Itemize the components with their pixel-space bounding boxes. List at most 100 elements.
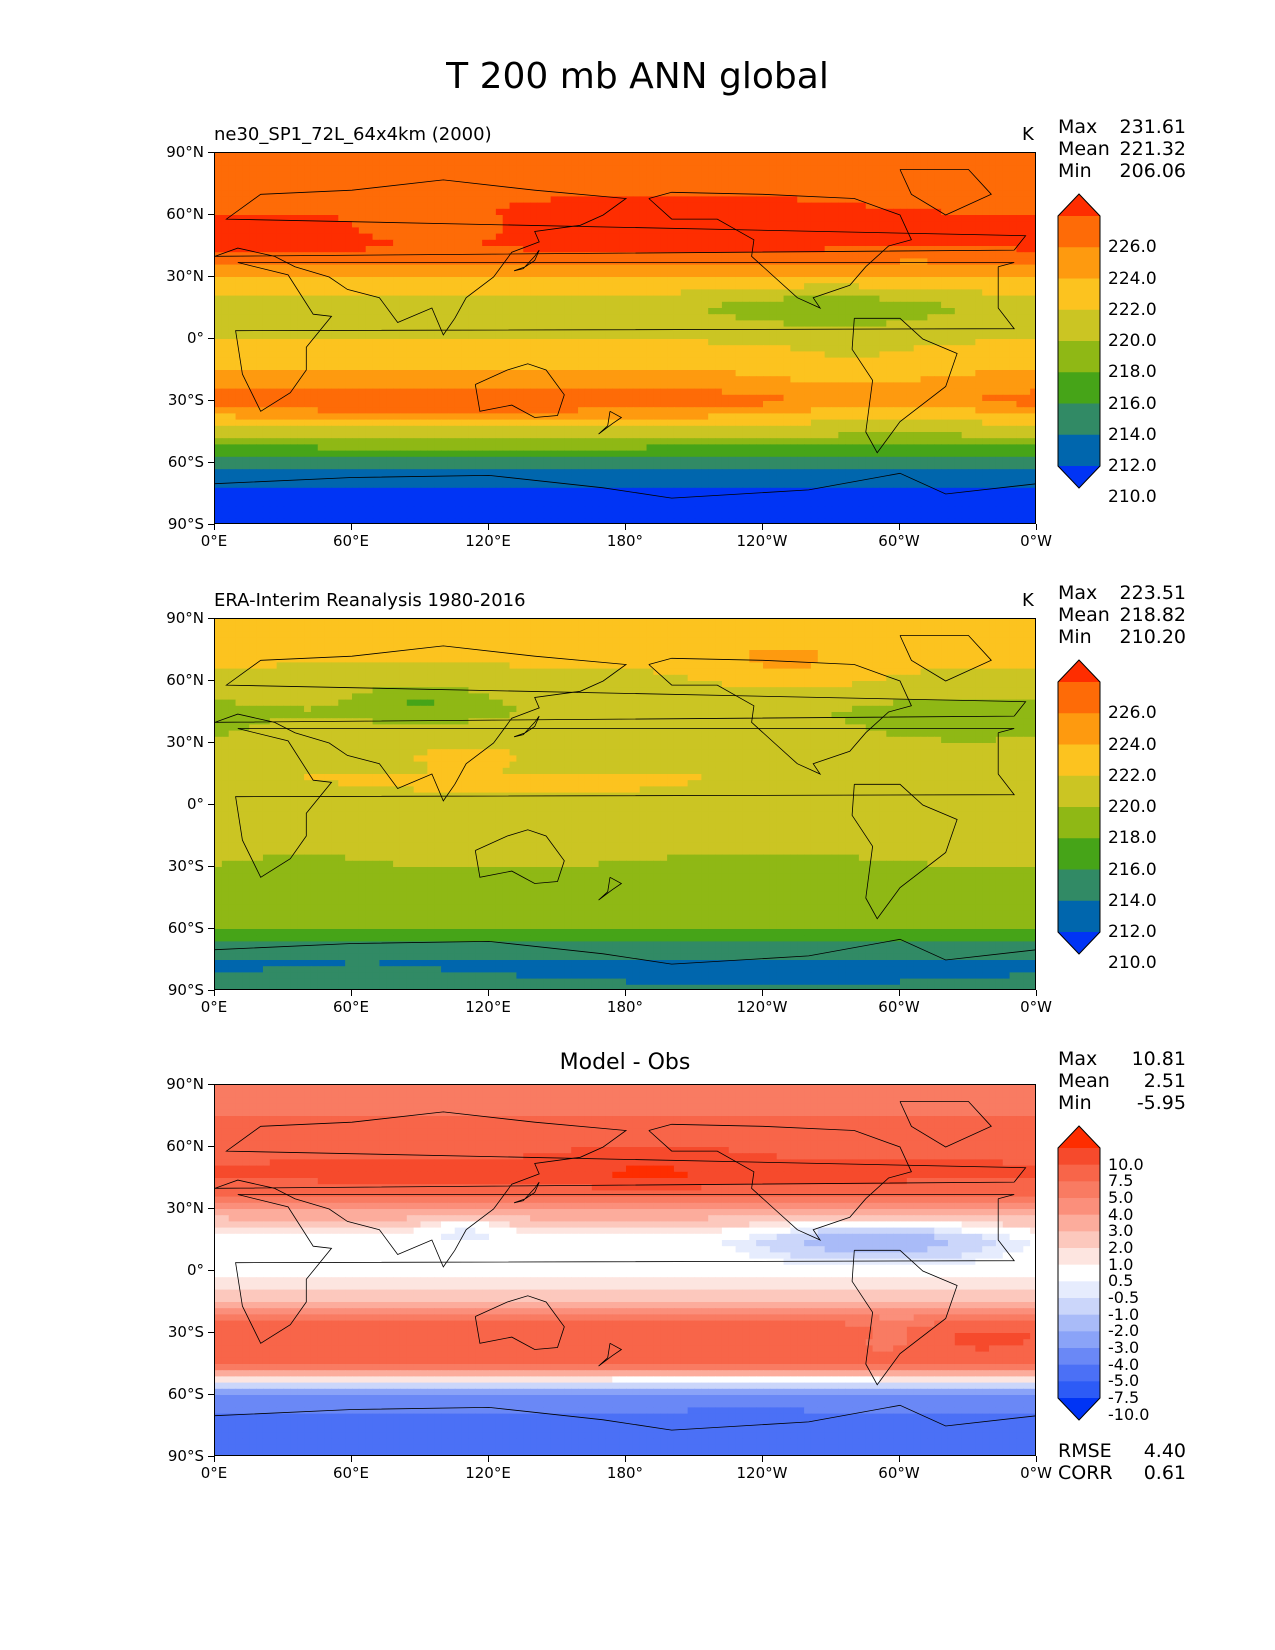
field-cell	[578, 227, 586, 235]
field-cell	[358, 270, 367, 278]
field-cell	[1016, 345, 1024, 352]
field-cell	[578, 264, 586, 272]
field-cell	[1009, 153, 1018, 160]
field-cell	[632, 171, 641, 179]
field-cell	[646, 208, 654, 216]
field-cell	[221, 289, 230, 297]
field-cell	[626, 376, 634, 383]
field-cell	[626, 339, 634, 346]
field-cell	[441, 314, 449, 321]
field-cell	[763, 153, 771, 160]
field-cell	[372, 308, 380, 315]
field-cell	[543, 363, 552, 371]
field-cell	[427, 184, 435, 191]
field-cell	[783, 252, 791, 259]
field-cell	[502, 407, 511, 414]
field-cell	[215, 184, 223, 191]
field-cell	[502, 215, 511, 222]
field-cell	[646, 345, 654, 352]
field-cell	[598, 196, 607, 204]
field-cell	[893, 227, 901, 235]
field-cell	[1016, 370, 1024, 377]
field-cell	[441, 246, 449, 253]
field-cell	[975, 351, 983, 359]
field-cell	[1009, 208, 1018, 216]
field-cell	[708, 208, 716, 216]
field-cell	[242, 301, 250, 309]
field-cell	[872, 208, 881, 216]
field-cell	[365, 215, 374, 222]
field-cell	[975, 314, 983, 321]
field-cell	[523, 190, 531, 197]
field-cell	[317, 239, 326, 247]
field-cell	[619, 184, 627, 191]
field-cell	[283, 388, 291, 396]
field-cell	[879, 370, 887, 377]
field-cell	[406, 202, 415, 210]
field-cell	[564, 252, 572, 259]
field-cell	[920, 165, 928, 173]
field-cell	[605, 171, 613, 179]
field-cell	[619, 320, 627, 328]
field-cell	[317, 295, 326, 303]
field-cell	[550, 177, 559, 185]
field-cell	[495, 196, 504, 204]
field-cell	[872, 388, 881, 396]
field-cell	[954, 351, 963, 359]
field-cell	[639, 388, 648, 396]
field-cell	[536, 388, 545, 396]
field-cell	[968, 363, 976, 371]
field-cell	[591, 363, 600, 371]
field-cell	[420, 382, 428, 390]
field-cell	[365, 239, 374, 247]
field-cell	[639, 370, 648, 377]
field-cell	[324, 177, 333, 185]
field-cell	[646, 388, 654, 396]
field-cell	[310, 233, 319, 241]
field-cell	[749, 314, 757, 321]
field-cell	[242, 407, 250, 414]
field-cell	[557, 370, 565, 377]
field-cell	[578, 208, 586, 216]
field-cell	[941, 246, 949, 253]
field-cell	[982, 258, 990, 266]
field-cell	[502, 308, 511, 315]
field-cell	[687, 308, 696, 315]
field-cell	[598, 258, 607, 266]
field-cell	[680, 394, 689, 402]
field-cell	[824, 332, 833, 340]
field-cell	[420, 196, 428, 204]
field-cell	[852, 246, 860, 253]
field-cell	[358, 165, 367, 173]
field-cell	[358, 153, 367, 160]
field-cell	[906, 357, 915, 365]
field-cell	[584, 246, 593, 253]
field-cell	[742, 239, 750, 247]
field-cell	[831, 308, 839, 315]
field-cell	[393, 184, 401, 191]
field-cell	[968, 208, 976, 216]
field-cell	[872, 289, 881, 297]
field-cell	[489, 277, 497, 284]
field-cell	[338, 314, 346, 321]
field-cell	[879, 388, 887, 396]
field-cell	[982, 283, 990, 290]
field-cell	[372, 394, 380, 402]
field-cell	[804, 184, 812, 191]
field-cell	[1016, 153, 1024, 160]
field-cell	[598, 320, 607, 328]
field-cell	[941, 190, 949, 197]
field-cell	[653, 363, 661, 371]
field-cell	[235, 320, 243, 328]
field-cell	[763, 351, 771, 359]
field-cell	[838, 239, 846, 247]
field-cell	[393, 264, 401, 272]
field-cell	[906, 171, 915, 179]
field-cell	[989, 394, 997, 402]
field-cell	[920, 363, 928, 371]
field-cell	[324, 308, 333, 315]
field-cell	[763, 388, 771, 396]
field-cell	[763, 382, 771, 390]
field-cell	[399, 277, 408, 284]
field-cell	[852, 165, 860, 173]
